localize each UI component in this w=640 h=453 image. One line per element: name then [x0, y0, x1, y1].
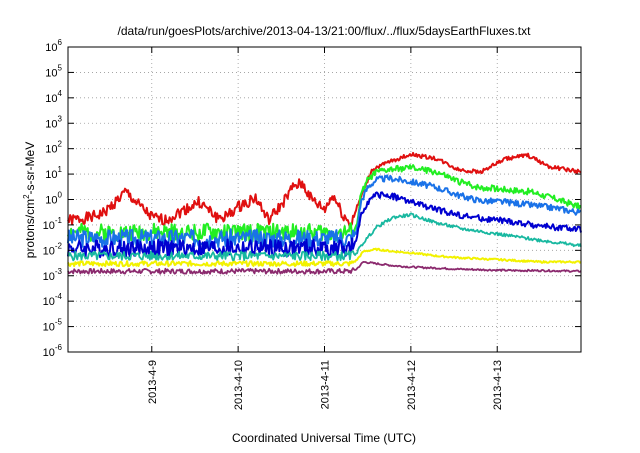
y-tick-label-exp: -3: [55, 267, 63, 276]
y-tick-label-base: 10: [43, 322, 55, 334]
axes: [67, 46, 582, 353]
y-axis-label-sup: 2: [22, 194, 31, 199]
y-tick-label-exp: -4: [55, 292, 63, 301]
y-tick-label: 105: [45, 63, 62, 79]
y-tick-label: 103: [45, 114, 62, 130]
y-tick-label-exp: 5: [58, 63, 63, 72]
y-tick-label-base: 10: [45, 42, 57, 54]
series-line-4: [67, 191, 582, 259]
y-tick-label-exp: -6: [55, 343, 63, 352]
x-axis-label: Coordinated Universal Time (UTC): [232, 431, 416, 445]
y-axis-label-suffix: -s-sr-MeV: [23, 142, 37, 195]
y-tick-label-exp: 3: [58, 114, 63, 123]
y-tick-label-base: 10: [43, 245, 55, 257]
y-tick-label: 10-1: [43, 216, 63, 232]
y-tick-label-exp: 6: [58, 38, 63, 47]
y-axis-label: protons/cm2-s-sr-MeV: [22, 142, 37, 258]
series-line-7: [67, 260, 582, 275]
y-tick-label-exp: 4: [58, 89, 63, 98]
y-tick-label: 102: [45, 140, 62, 156]
y-tick-label-base: 10: [45, 144, 57, 156]
series-line-5: [67, 212, 582, 262]
x-tick-label: 2013-4-11: [320, 360, 332, 409]
y-tick-label: 10-6: [43, 343, 63, 359]
y-tick-label-exp: 2: [58, 140, 63, 149]
series-line-2: [67, 164, 582, 243]
y-tick-label: 10-5: [43, 318, 63, 334]
y-tick-label-base: 10: [43, 296, 55, 308]
y-tick-label: 106: [45, 38, 62, 54]
x-tick-label: 2013-4-9: [147, 360, 159, 404]
y-tick-label-base: 10: [45, 195, 57, 207]
y-tick-label-base: 10: [45, 169, 57, 181]
y-tick-label: 10-2: [43, 241, 63, 257]
x-tick-label: 2013-4-12: [406, 360, 418, 410]
series-line-1: [67, 151, 582, 229]
y-tick-label-base: 10: [45, 118, 57, 130]
chart-title: /data/run/goesPlots/archive/2013-04-13/2…: [118, 24, 532, 38]
tick-labels: 10-610-510-410-310-210-11001011021031041…: [43, 38, 505, 410]
y-tick-label-exp: -2: [55, 241, 63, 250]
y-tick-label-exp: 0: [58, 191, 63, 200]
y-tick-label-exp: -5: [55, 318, 63, 327]
x-tick-label: 2013-4-10: [233, 360, 245, 410]
x-tick-label: 2013-4-13: [492, 360, 504, 410]
y-tick-label-base: 10: [43, 220, 55, 232]
plot-border: [67, 46, 582, 353]
y-tick-label: 104: [45, 89, 62, 105]
y-tick-label: 10-4: [43, 292, 63, 308]
series-line-6: [67, 247, 582, 268]
y-tick-label-base: 10: [45, 67, 57, 79]
y-tick-label: 10-3: [43, 267, 63, 283]
series-lines: [67, 151, 582, 275]
y-tick-label-base: 10: [43, 271, 55, 283]
y-tick-label: 101: [45, 165, 62, 181]
y-tick-label-exp: -1: [55, 216, 63, 225]
y-tick-label-base: 10: [45, 93, 57, 105]
y-tick-label: 100: [45, 191, 62, 207]
y-axis-label-prefix: protons/cm: [23, 199, 37, 258]
y-tick-label-base: 10: [43, 347, 55, 359]
y-tick-label-exp: 1: [58, 165, 63, 174]
